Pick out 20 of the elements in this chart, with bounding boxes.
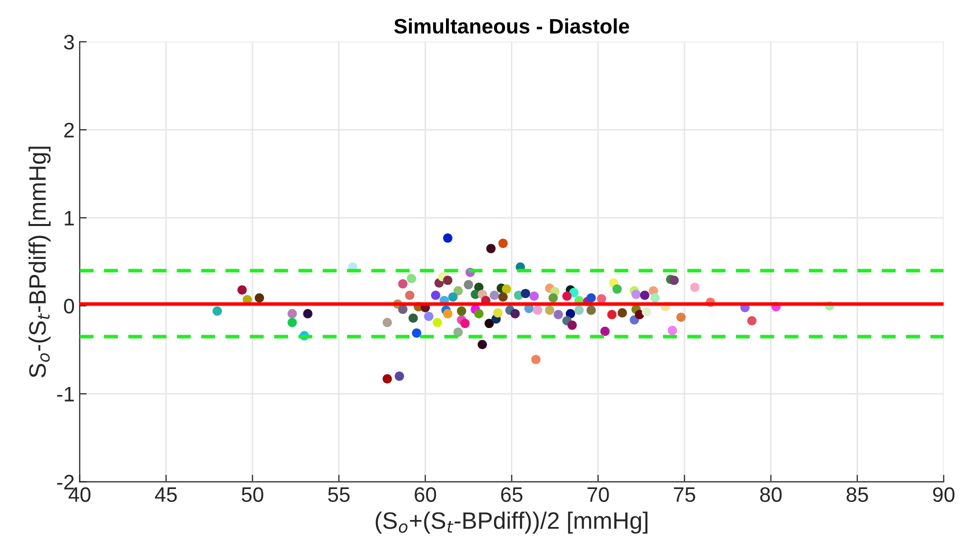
x-tick-label: 90 (933, 487, 954, 502)
chart-title: Simultaneous - Diastole (394, 18, 630, 34)
y-tick-label: 2 (64, 122, 74, 138)
x-tick-label: 70 (588, 487, 609, 502)
y-tick-label: -1 (57, 387, 74, 402)
y-axis-title: S$_{o}$-(S$_{t}$-BPdiff) [mmHg] (28, 146, 51, 378)
x-tick-label: 60 (414, 487, 436, 502)
y-tick-label: 3 (64, 34, 74, 50)
x-tick-label: 45 (154, 487, 177, 502)
x-tick-label: 80 (760, 487, 782, 502)
y-tick-label: 1 (64, 211, 74, 226)
x-tick-label: 55 (328, 487, 350, 502)
y-tick-label: 0 (64, 298, 74, 314)
x-tick-label: 75 (674, 487, 696, 502)
x-tick-label: 65 (501, 487, 522, 502)
y-tick-label: -2 (57, 474, 74, 490)
x-tick-label: 50 (242, 487, 264, 502)
x-tick-label: 40 (68, 487, 90, 502)
x-axis-title: (S$_{o}$+(S$_{t}$-BPdiff))/2 [mmHg] (376, 512, 648, 534)
x-tick-label: 85 (846, 487, 868, 502)
